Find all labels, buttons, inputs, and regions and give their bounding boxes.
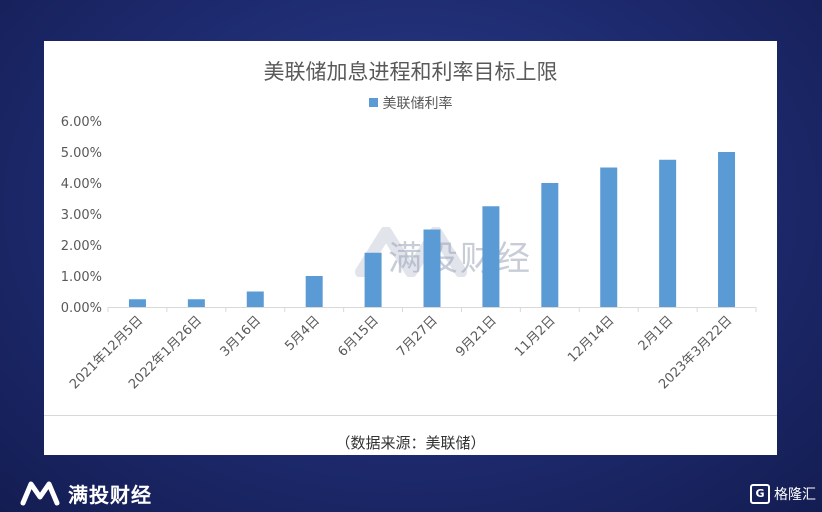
brand: 满投财经 [20,478,152,508]
y-tick-label: 3.00% [61,208,102,223]
watermark-text: 满投财经 [388,239,532,279]
y-tick-label: 1.00% [61,270,102,285]
bar [128,299,146,307]
chart-panel: 美联储加息进程和利率目标上限 美联储利率 满投财经 0.00% 1.00% 2.00… [44,41,777,455]
legend-label: 美联储利率 [382,96,453,112]
y-tick-label: 2.00% [61,239,102,254]
y-tick-label: 6.00% [61,115,102,130]
bar [659,159,677,307]
watermark-logo-icon [355,227,467,277]
bar [305,276,323,307]
gelonghui-name: 格隆汇 [774,487,816,503]
x-tick-label: 7月27日 [394,313,441,360]
y-tick-label: 0.00% [61,301,102,316]
bar [246,291,264,307]
x-tick-label: 5月4日 [282,313,323,354]
chart-legend: 美联储利率 [44,93,777,113]
brand-name: 满投财经 [68,482,152,507]
x-tick-label: 9月21日 [453,313,500,360]
corner-logo: G 格隆汇 [750,484,816,504]
bar [541,183,559,307]
x-tick-label: 12月14日 [565,313,617,365]
chart-title: 美联储加息进程和利率目标上限 [263,60,558,84]
source-note: （数据来源：美联储） [335,434,486,452]
y-tick-label: 5.00% [61,146,102,161]
bar-plot: 0.00%1.00%2.00%3.00%4.00%5.00%6.00%2021年… [61,115,757,392]
bar [364,252,382,307]
x-tick-label: 6月15日 [335,313,382,360]
bar [600,167,618,307]
bar [718,152,736,307]
y-tick-label: 4.00% [61,177,102,192]
chart-area: 美联储加息进程和利率目标上限 美联储利率 满投财经 0.00% 1.00% 2.00… [44,41,777,416]
legend-swatch [368,98,378,107]
bar [187,299,205,307]
gelonghui-logo-icon: G [750,484,770,504]
x-tick-label: 11月2日 [512,313,559,360]
x-tick-label: 2月1日 [636,313,677,354]
brand-logo-icon [20,481,60,506]
bar [423,229,441,307]
bar [482,206,500,307]
x-tick-label: 3月16日 [218,313,265,360]
